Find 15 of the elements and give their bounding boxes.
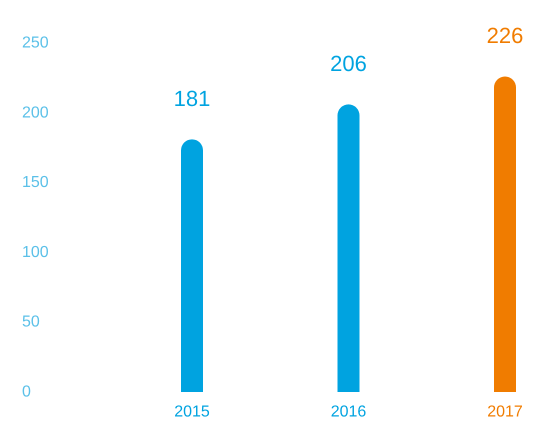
y-tick-label: 100	[22, 244, 49, 261]
data-label: 226	[486, 23, 524, 48]
y-tick-label: 150	[22, 174, 49, 192]
x-tick-label: 2015	[174, 404, 210, 420]
bar	[181, 139, 203, 392]
bar	[494, 76, 516, 392]
y-tick-label: 250	[22, 34, 49, 52]
bar	[338, 104, 360, 392]
y-tick-label: 0	[22, 384, 31, 400]
y-tick-label: 50	[22, 314, 40, 331]
data-label: 181	[174, 86, 210, 111]
x-tick-label: 2016	[330, 404, 366, 420]
y-tick-label: 200	[22, 104, 49, 122]
x-tick-label: 2017	[487, 404, 523, 420]
data-label: 206	[330, 50, 367, 76]
